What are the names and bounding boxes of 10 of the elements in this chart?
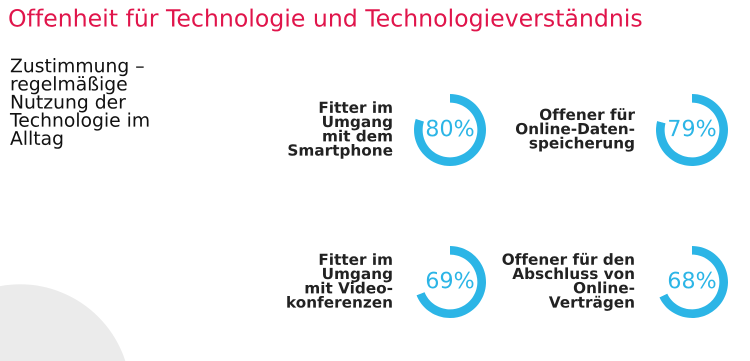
text: Fitter im Umgang mit Video- konferenzen <box>287 253 392 308</box>
text: Zustimmung – regelmäßige Nutzung der Technologie im Alltag <box>10 58 149 149</box>
data-label: 80% <box>426 120 474 136</box>
text: Offener für Online-Daten- speicherung <box>516 108 635 152</box>
data-label: 68% <box>668 272 716 288</box>
text: Offenheit für Technologie und Technologieverständnis <box>9 8 642 32</box>
data-label: 69% <box>426 272 474 288</box>
text: Fitter im Umgang mit dem Smartphone <box>288 101 392 159</box>
data-label: 79% <box>669 120 716 136</box>
text: Offener für den Abschluss von Online- Verträgen <box>502 252 634 311</box>
